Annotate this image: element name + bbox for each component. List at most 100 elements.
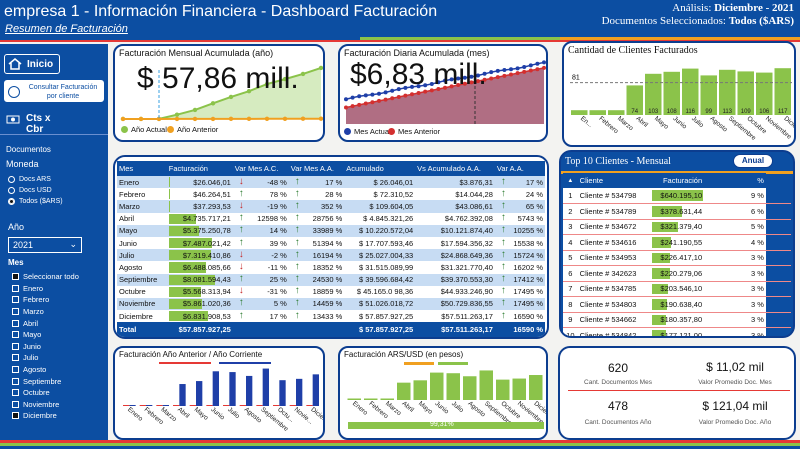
mes-item[interactable]: Septiembre — [12, 375, 79, 387]
column-header[interactable]: Var Mes A.A. — [290, 164, 334, 173]
column-header[interactable]: Acumulado — [346, 164, 384, 173]
column-header[interactable]: Facturación — [168, 164, 208, 173]
bar-corriente[interactable] — [296, 378, 303, 406]
bar[interactable] — [756, 72, 773, 115]
bar-corriente[interactable] — [212, 371, 219, 406]
bar-anterior[interactable] — [189, 405, 196, 406]
mes-item[interactable]: Abril — [12, 317, 79, 329]
mes-item[interactable]: Julio — [12, 352, 79, 364]
bar-corriente[interactable] — [129, 405, 136, 406]
bar-anterior[interactable] — [239, 405, 246, 406]
bar[interactable] — [626, 85, 644, 115]
bar[interactable] — [512, 378, 527, 400]
mes-item[interactable]: Junio — [12, 341, 79, 353]
bar-corriente[interactable] — [262, 368, 269, 406]
bar[interactable] — [397, 382, 411, 400]
bar-anterior[interactable] — [273, 405, 280, 406]
table-row[interactable]: Julio $7.319.410,86 ↓ -2 % ↑ 16194 % $ 25.027.… — [117, 249, 545, 262]
table-row[interactable]: Diciembre $6.831.908,53 ↑ 17 % ↑ 13433 % $ 57.… — [117, 310, 545, 323]
bar-corriente[interactable] — [229, 372, 236, 406]
table-row[interactable]: Mayo $5.375.250,78 ↑ 14 % ↑ 33989 % $ 10.220.5… — [117, 224, 545, 237]
moneda-option-todos[interactable]: Todos ($ARS) — [8, 196, 63, 207]
top10-row[interactable]: 7 Cliente # 534785 $203.546,10 3 % — [563, 281, 791, 297]
bar[interactable] — [413, 380, 428, 400]
home-button[interactable]: Inicio — [4, 54, 60, 74]
table-row[interactable]: Enero $26.046,01 ↓ -48 % ↑ 17 % $ 26.046,01 $3.… — [117, 176, 545, 189]
anual-toggle-button[interactable]: Anual — [733, 154, 773, 168]
bar[interactable] — [700, 75, 718, 115]
top10-row[interactable]: 8 Cliente # 534803 $190.638,40 3 % — [563, 296, 791, 312]
bar-anterior[interactable] — [156, 405, 163, 406]
bar[interactable] — [645, 73, 662, 115]
table-row[interactable]: Septiembre $8.081.594,43 ↑ 25 % ↑ 24530 % $ 39… — [117, 273, 545, 286]
top10-row[interactable]: 10 Cliente # 534842 $177.121,00 3 % — [563, 327, 791, 336]
bar[interactable] — [364, 398, 378, 401]
mes-item[interactable]: Seleccionar todo — [12, 271, 79, 283]
bar[interactable] — [571, 110, 588, 115]
cts-button[interactable]: Cts x Cbr — [6, 112, 66, 135]
bar[interactable] — [496, 379, 510, 400]
consultar-button[interactable]: Consultar Facturación por cliente — [4, 80, 104, 102]
column-header[interactable]: Mes — [119, 164, 134, 173]
bar[interactable] — [529, 375, 543, 400]
top10-row[interactable]: 9 Cliente # 534662 $180.357,80 3 % — [563, 312, 791, 328]
bar[interactable] — [608, 110, 625, 115]
bar-corriente[interactable] — [279, 380, 286, 406]
mes-item[interactable]: Agosto — [12, 364, 79, 376]
mes-item[interactable]: Octubre — [12, 387, 79, 399]
mes-item[interactable]: Noviembre — [12, 399, 79, 411]
table-row[interactable]: Marzo $37.293,53 ↓ -19 % ↑ 352 % $ 109.604,05 $… — [117, 200, 545, 213]
bar[interactable] — [774, 68, 792, 115]
table-row[interactable]: Agosto $6.488.085,66 ↓ -11 % ↑ 18352 % $ 31.51… — [117, 261, 545, 274]
top10-row[interactable]: 2 Cliente # 534789 $378.631,44 6 % — [563, 203, 791, 219]
anio-select[interactable]: 2021 ⌄ — [8, 237, 82, 253]
moneda-option-usd[interactable]: Docs USD — [8, 185, 63, 196]
bar[interactable] — [446, 373, 461, 400]
bar-anterior[interactable] — [306, 405, 313, 406]
bar[interactable] — [430, 372, 444, 400]
bar-anterior[interactable] — [173, 405, 180, 406]
table-row[interactable]: Abril $4.735.717,21 ↑ 12598 % ↑ 28756 % $ 4.84… — [117, 212, 545, 225]
top10-row[interactable]: 4 Cliente # 534616 $241.190,55 4 % — [563, 234, 791, 250]
bar[interactable] — [347, 398, 362, 401]
column-header[interactable]: Var Mes A.C. — [234, 164, 279, 173]
top10-row[interactable]: 6 Cliente # 342623 $220.279,06 3 % — [563, 265, 791, 281]
table-row[interactable]: Noviembre $5.861.020,36 ↑ 5 % ↑ 14459 % $ 51.0… — [117, 297, 545, 311]
column-header[interactable]: Cliente — [579, 176, 604, 185]
mes-item[interactable]: Mayo — [12, 329, 79, 341]
bar-corriente[interactable] — [312, 374, 319, 406]
mes-item[interactable]: Marzo — [12, 306, 79, 318]
mes-item[interactable]: Diciembre — [12, 410, 79, 422]
bar-corriente[interactable] — [179, 384, 186, 406]
mes-item[interactable]: Febrero — [12, 294, 79, 306]
moneda-option-ars[interactable]: Docs ARS — [8, 174, 63, 185]
bar[interactable] — [463, 376, 477, 400]
table-row[interactable]: Febrero $46.264,51 ↑ 78 % ↑ 28 % $ 72.310,52 $1… — [117, 188, 545, 201]
table-row[interactable]: Octubre $5.568.313,94 ↓ -31 % ↑ 18859 % $ 45.1… — [117, 285, 545, 298]
top10-row[interactable]: 1 Cliente # 534798 $640.195,10 9 % — [563, 188, 791, 204]
bar[interactable] — [719, 69, 736, 115]
bar-anterior[interactable] — [123, 405, 130, 406]
bar[interactable] — [589, 110, 607, 115]
bar-anterior[interactable] — [289, 405, 296, 406]
column-header[interactable]: Vs Acumulado A.A. — [417, 164, 481, 173]
bar-anterior[interactable] — [206, 405, 213, 406]
bar-corriente[interactable] — [146, 405, 153, 406]
column-header[interactable]: Var A.A. — [496, 164, 524, 173]
bar-anterior[interactable] — [139, 405, 146, 406]
bar-anterior[interactable] — [256, 405, 263, 406]
bar-corriente[interactable] — [246, 375, 253, 406]
bar-corriente[interactable] — [196, 381, 203, 406]
bar-anterior[interactable] — [223, 405, 230, 406]
bar[interactable] — [479, 370, 494, 400]
top10-row[interactable]: 5 Cliente # 534953 $226.417,10 3 % — [563, 250, 791, 266]
mes-item[interactable]: Enero — [12, 283, 79, 295]
bar-corriente[interactable] — [162, 405, 169, 406]
bar[interactable] — [380, 398, 395, 401]
sort-icon[interactable]: ▲ — [567, 177, 574, 184]
table-row[interactable]: Junio $7.487.021,42 ↑ 39 % ↑ 51394 % $ 17.707.… — [117, 236, 545, 250]
column-header[interactable]: Facturación — [662, 176, 703, 185]
top10-row[interactable]: 3 Cliente # 534672 $321.379,40 5 % — [563, 219, 791, 235]
bar[interactable] — [682, 68, 699, 115]
column-header[interactable]: % — [757, 176, 764, 185]
